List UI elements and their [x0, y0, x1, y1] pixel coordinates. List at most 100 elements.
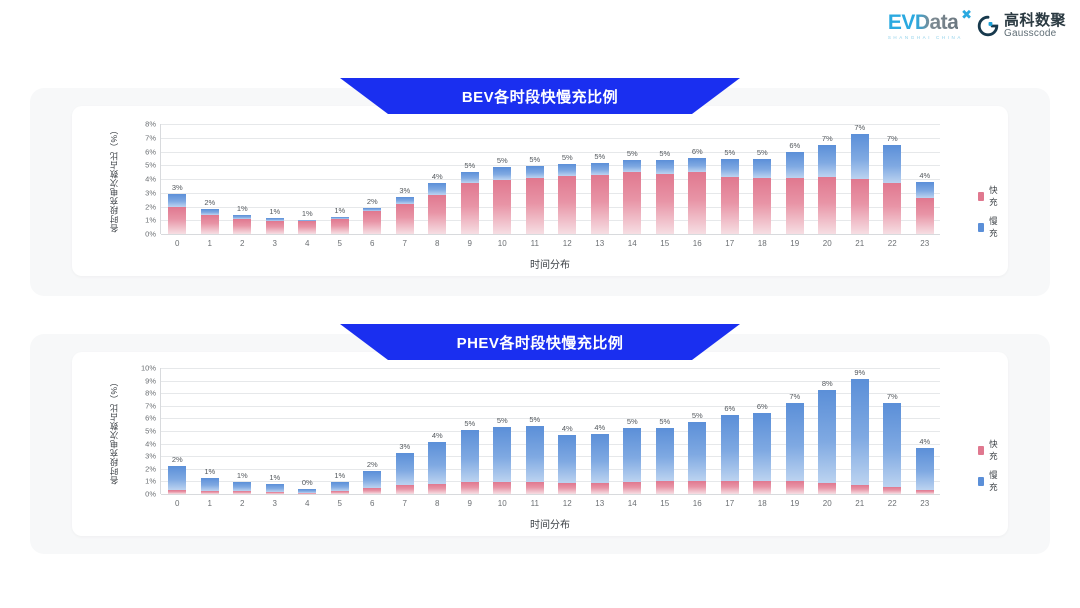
legend-item[interactable]: 快充 — [978, 438, 1001, 462]
bar-value-label: 4% — [919, 437, 931, 447]
bar-column[interactable]: 9% — [850, 368, 869, 494]
bar-column[interactable]: 3% — [395, 368, 414, 494]
bar-segment-slow-charge — [363, 207, 382, 211]
y-axis-tick: 0% — [145, 229, 156, 239]
bar-column[interactable]: 5% — [655, 368, 674, 494]
bar-column[interactable]: 5% — [460, 368, 479, 494]
bar-column[interactable]: 6% — [785, 124, 804, 234]
bar-column[interactable]: 7% — [883, 124, 902, 234]
bar-value-label: 5% — [626, 417, 638, 427]
bar-column[interactable]: 1% — [233, 124, 252, 234]
bar-column[interactable]: 6% — [720, 368, 739, 494]
bar-column[interactable]: 2% — [168, 368, 187, 494]
gridline — [161, 151, 940, 153]
bar-column[interactable]: 5% — [493, 368, 512, 494]
bar-column[interactable]: 5% — [590, 124, 609, 234]
bar-column[interactable]: 5% — [460, 124, 479, 234]
y-axis-tick: 1% — [145, 476, 156, 486]
bar-column[interactable]: 5% — [525, 368, 544, 494]
bar-value-label: 7% — [789, 391, 801, 401]
bar-column[interactable]: 5% — [688, 368, 707, 494]
bar-value-label: 5% — [659, 149, 671, 159]
bar-column[interactable]: 5% — [525, 124, 544, 234]
bar-segment-fast-charge — [785, 481, 804, 494]
x-axis-tick: 18 — [757, 239, 767, 248]
bar-column[interactable]: 2% — [363, 368, 382, 494]
x-axis-tick: 2 — [240, 499, 245, 508]
bar-column[interactable]: 3% — [395, 124, 414, 234]
y-axis-tick: 9% — [145, 376, 156, 386]
bar-value-label: 3% — [399, 442, 411, 452]
bar-column[interactable]: 1% — [265, 124, 284, 234]
bar-column[interactable]: 4% — [590, 368, 609, 494]
bar-column[interactable]: 7% — [850, 123, 869, 234]
bar-column[interactable]: 1% — [265, 368, 284, 494]
x-axis-tick: 23 — [920, 499, 930, 508]
bar-column[interactable]: 5% — [655, 124, 674, 234]
x-axis-label: 时间分布 — [530, 260, 570, 271]
bar-segment-slow-charge — [753, 412, 772, 482]
x-axis-tick: 20 — [822, 499, 832, 508]
y-axis-tick: 7% — [145, 401, 156, 411]
bar-value-label: 1% — [269, 473, 281, 483]
bar-value-label: 6% — [789, 141, 801, 151]
bar-column[interactable]: 1% — [298, 124, 317, 234]
legend-item[interactable]: 慢充 — [978, 469, 1001, 493]
bar-segment-slow-charge — [395, 196, 414, 204]
bar-segment-fast-charge — [168, 207, 187, 234]
bar-column[interactable]: 6% — [753, 368, 772, 494]
bar-column[interactable]: 4% — [915, 124, 934, 234]
x-axis-tick: 18 — [757, 499, 767, 508]
bar-column[interactable]: 1% — [330, 368, 349, 494]
x-axis-tick: 14 — [627, 499, 637, 508]
bar-column[interactable]: 7% — [785, 368, 804, 494]
bar-segment-fast-charge — [753, 481, 772, 494]
bar-column[interactable]: 2% — [200, 124, 219, 234]
bar-column[interactable]: 4% — [428, 368, 447, 494]
bar-value-label: 2% — [366, 459, 378, 469]
bar-column[interactable]: 5% — [720, 124, 739, 234]
bar-segment-slow-charge — [395, 453, 414, 486]
bar-value-label: 7% — [821, 133, 833, 143]
bar-segment-fast-charge — [298, 492, 317, 494]
bar-segment-slow-charge — [785, 402, 804, 482]
bar-column[interactable]: 5% — [623, 368, 642, 494]
bar-column[interactable]: 5% — [493, 124, 512, 234]
bar-column[interactable]: 1% — [233, 368, 252, 494]
bar-column[interactable]: 5% — [753, 124, 772, 234]
y-axis-tick: 1% — [145, 215, 156, 225]
bar-column[interactable]: 4% — [428, 124, 447, 234]
bar-segment-slow-charge — [590, 162, 609, 175]
bar-column[interactable]: 7% — [818, 124, 837, 234]
bar-column[interactable]: 4% — [558, 368, 577, 494]
bar-column[interactable]: 1% — [330, 124, 349, 234]
bar-segment-slow-charge — [915, 448, 934, 491]
y-axis-tick: 6% — [145, 413, 156, 423]
legend-item[interactable]: 慢充 — [978, 215, 1001, 239]
bar-column[interactable]: 0% — [298, 368, 317, 494]
legend-item[interactable]: 快充 — [978, 184, 1001, 208]
bar-value-label: 1% — [236, 204, 248, 214]
bar-segment-fast-charge — [883, 183, 902, 234]
bar-column[interactable]: 5% — [558, 124, 577, 234]
bar-column[interactable]: 5% — [623, 124, 642, 234]
gridline — [161, 380, 940, 382]
bar-column[interactable]: 4% — [915, 368, 934, 494]
x-axis-tick: 13 — [595, 239, 605, 248]
bar-column[interactable]: 2% — [363, 124, 382, 234]
x-axis-tick: 12 — [562, 499, 572, 508]
bar-value-label: 4% — [431, 430, 443, 440]
bar-column[interactable]: 3% — [168, 124, 187, 234]
bar-value-label: 6% — [724, 403, 736, 413]
gridline — [161, 234, 940, 235]
bar-segment-slow-charge — [688, 157, 707, 173]
bar-column[interactable]: 6% — [688, 124, 707, 234]
bar-column[interactable]: 1% — [200, 368, 219, 494]
bar-segment-fast-charge — [233, 491, 252, 494]
bar-value-label: 7% — [886, 391, 898, 401]
bar-column[interactable]: 8% — [818, 368, 837, 494]
chart-panel-phev: 各时段充电次数占比（%） 0% 1% 2% 3% 4% 5% 6% 7% 8% 9% 10% 2% 0 1%… — [30, 334, 1050, 554]
bar-value-label: 6% — [756, 401, 768, 411]
legend-swatch — [978, 445, 985, 455]
bar-column[interactable]: 7% — [883, 368, 902, 494]
